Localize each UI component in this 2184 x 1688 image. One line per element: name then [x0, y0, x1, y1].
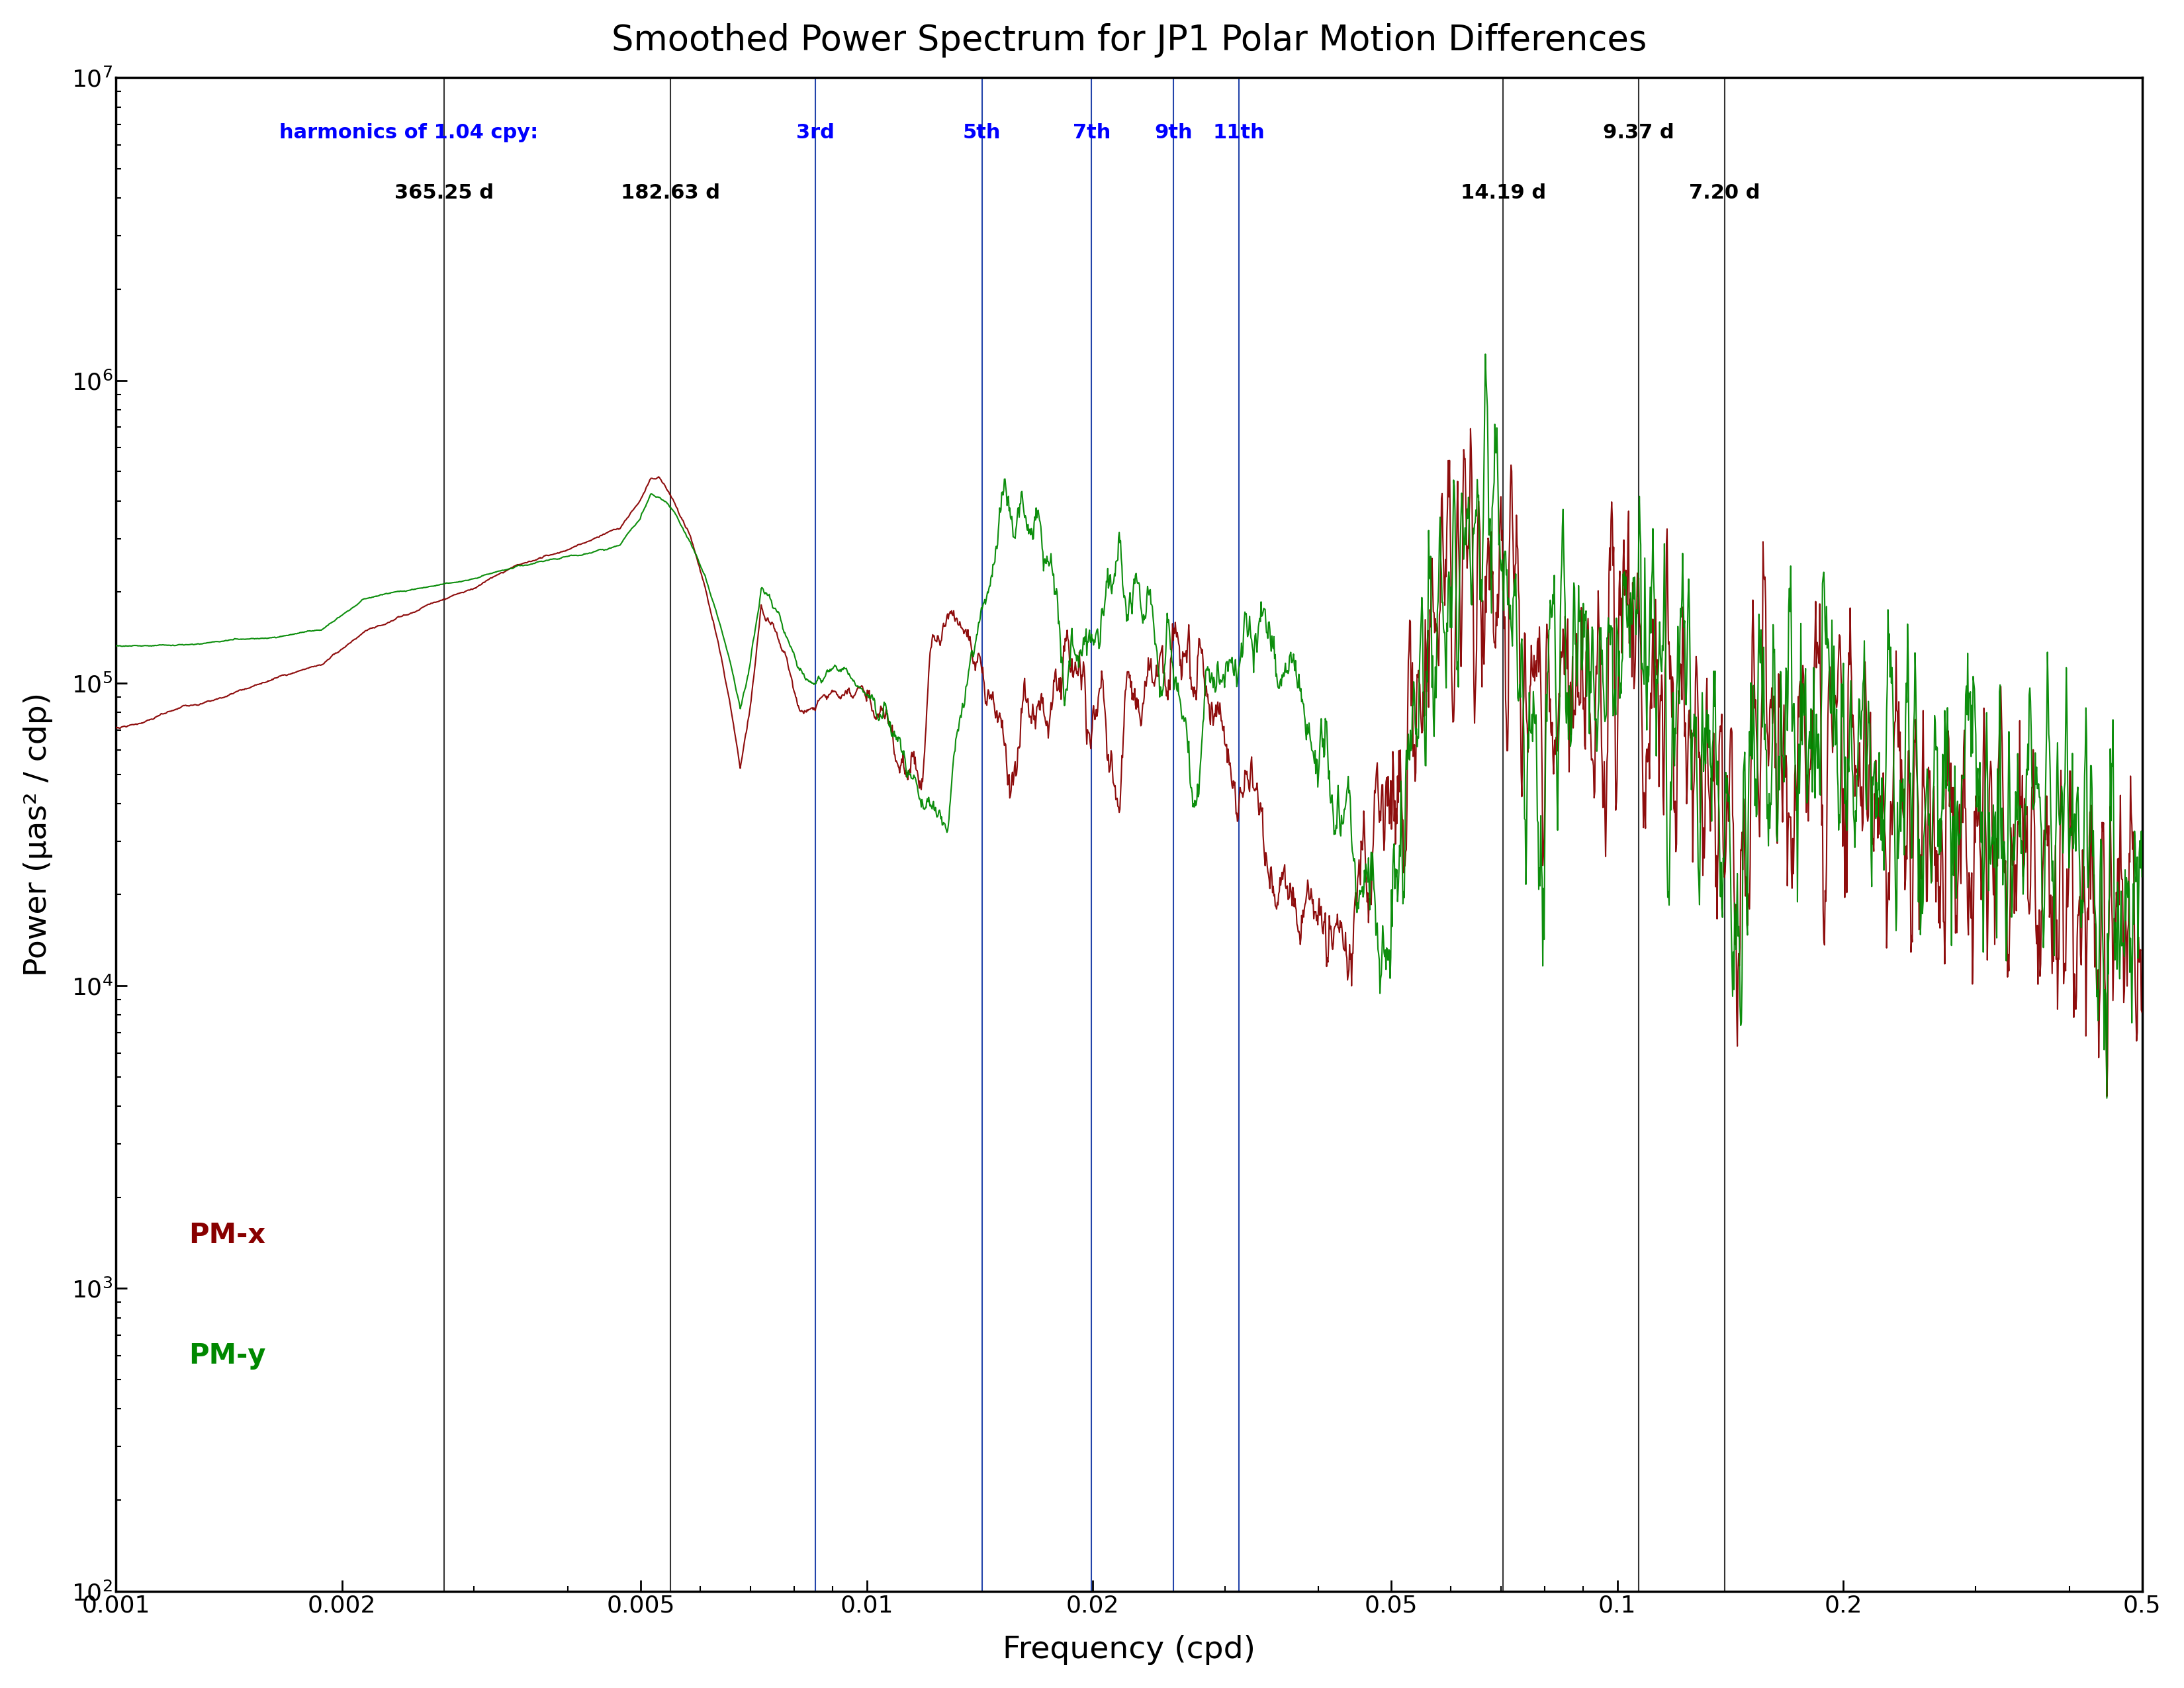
Text: 9.37 d: 9.37 d: [1603, 123, 1675, 142]
Text: 7th: 7th: [1072, 123, 1109, 142]
Y-axis label: Power (μas² / cdp): Power (μas² / cdp): [24, 692, 52, 976]
Text: harmonics of 1.04 cpy:: harmonics of 1.04 cpy:: [280, 123, 537, 142]
Text: 11th: 11th: [1212, 123, 1265, 142]
Text: 5th: 5th: [963, 123, 1000, 142]
Title: Smoothed Power Spectrum for JP1 Polar Motion Differences: Smoothed Power Spectrum for JP1 Polar Mo…: [612, 24, 1647, 57]
Text: 7.20 d: 7.20 d: [1688, 184, 1760, 203]
Text: PM-x: PM-x: [188, 1220, 266, 1249]
Text: 14.19 d: 14.19 d: [1461, 184, 1546, 203]
X-axis label: Frequency (cpd): Frequency (cpd): [1002, 1636, 1256, 1664]
Text: 182.63 d: 182.63 d: [620, 184, 721, 203]
Text: 365.25 d: 365.25 d: [395, 184, 494, 203]
Text: 3rd: 3rd: [797, 123, 834, 142]
Text: 9th: 9th: [1155, 123, 1192, 142]
Text: PM-y: PM-y: [188, 1342, 266, 1369]
